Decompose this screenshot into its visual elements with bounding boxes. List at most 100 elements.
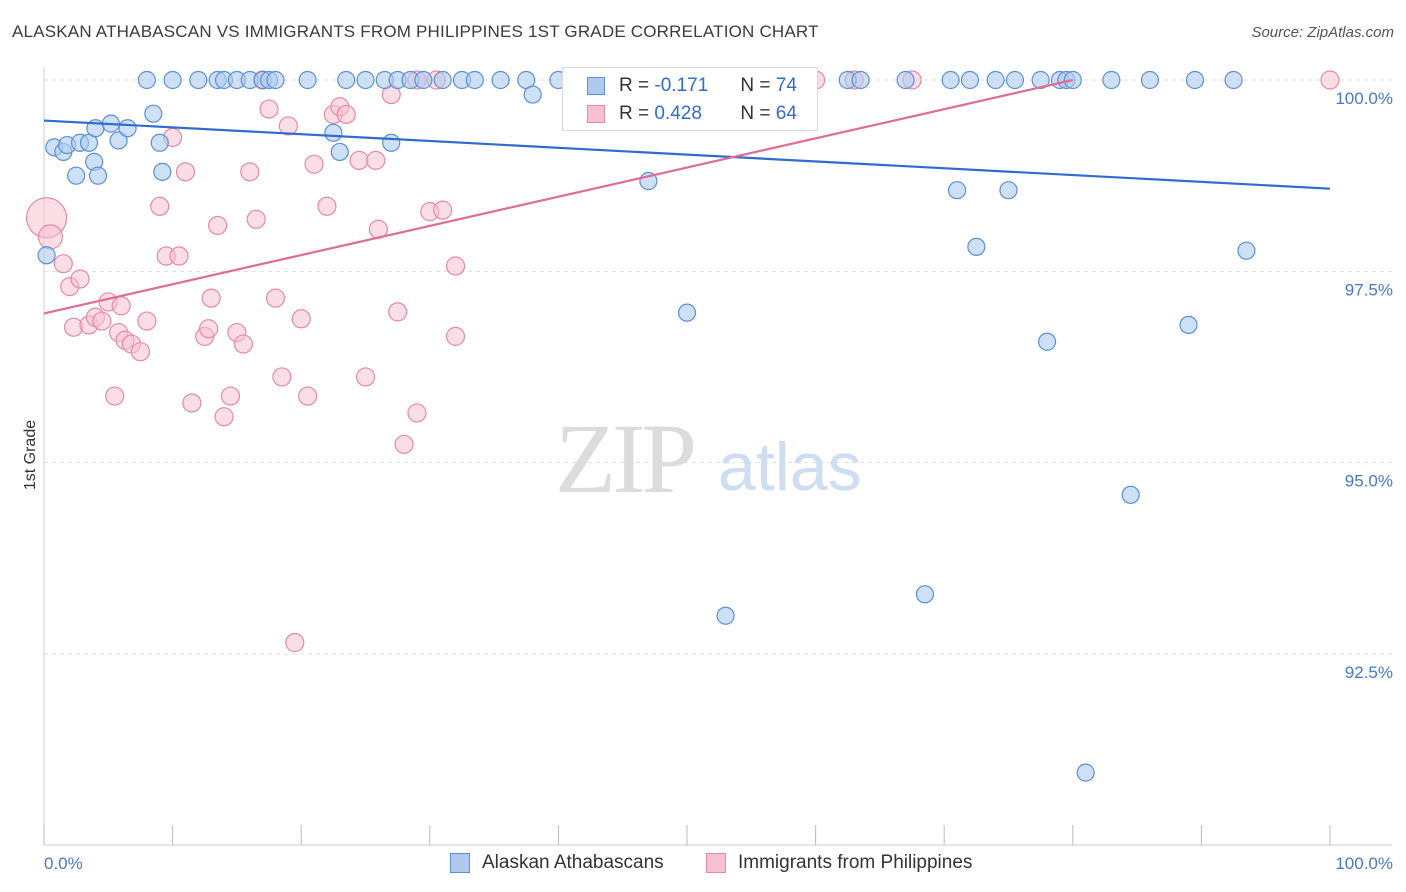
data-point-athabascan — [337, 70, 356, 90]
trend-line-athabascan — [43, 119, 1331, 190]
chart-title: ALASKAN ATHABASCAN VS IMMIGRANTS FROM PH… — [12, 22, 819, 41]
data-point-athabascan — [1031, 70, 1050, 90]
data-point-philippines — [291, 309, 311, 329]
data-point-athabascan — [324, 123, 343, 142]
data-point-philippines — [208, 215, 228, 236]
legend-n-label: N = — [740, 75, 771, 96]
data-point-athabascan — [144, 104, 163, 123]
data-point-athabascan — [491, 70, 510, 90]
data-point-philippines — [137, 311, 157, 331]
data-point-philippines — [394, 434, 414, 454]
data-point-athabascan — [1179, 315, 1198, 335]
data-point-athabascan — [915, 585, 935, 604]
data-point-athabascan — [465, 70, 484, 90]
data-point-athabascan — [1224, 70, 1243, 90]
data-point-philippines — [169, 246, 189, 266]
data-point-philippines — [111, 296, 131, 316]
data-point-athabascan — [1121, 485, 1140, 504]
data-point-philippines — [336, 104, 356, 125]
data-point-athabascan — [999, 181, 1018, 200]
watermark: ZIP atlas — [555, 403, 862, 514]
data-point-athabascan — [414, 70, 433, 90]
series-legend: Alaskan Athabascans Immigrants from Phil… — [0, 852, 1406, 878]
data-point-athabascan — [1102, 70, 1121, 90]
x-tick-label-max: 100.0% — [1335, 854, 1393, 873]
data-point-philippines — [1320, 70, 1340, 90]
data-point-athabascan — [137, 70, 156, 90]
data-point-athabascan — [677, 303, 697, 322]
data-point-philippines — [240, 162, 260, 182]
data-point-philippines — [366, 150, 386, 170]
data-point-philippines — [317, 196, 337, 216]
data-point-philippines — [445, 256, 466, 276]
data-point-philippines — [201, 288, 221, 308]
data-point-philippines — [175, 162, 196, 182]
trend-lines — [43, 78, 1331, 315]
data-point-athabascan — [1037, 332, 1057, 351]
legend-n-value: 74 — [775, 75, 797, 96]
data-point-philippines — [278, 116, 298, 136]
data-point-philippines — [220, 386, 241, 406]
data-point-athabascan — [1005, 70, 1025, 90]
data-point-philippines — [199, 319, 219, 339]
data-point-philippines — [37, 224, 64, 250]
watermark-zip: ZIP — [555, 403, 693, 514]
data-point-athabascan — [896, 70, 915, 90]
data-point-athabascan — [330, 142, 349, 162]
data-point-philippines — [285, 632, 305, 653]
stats-legend: R = -0.171 N = 74 R = 0.428 N = 64 — [562, 67, 818, 131]
legend-item-athabascans[interactable]: Alaskan Athabascans — [450, 852, 664, 874]
data-point-philippines — [388, 302, 408, 322]
data-point-philippines — [298, 386, 318, 406]
data-point-athabascan — [382, 133, 401, 152]
data-point-philippines — [304, 154, 324, 174]
data-point-philippines — [349, 150, 369, 170]
watermark-atlas: atlas — [718, 429, 862, 505]
legend-swatch-blue — [587, 77, 605, 95]
legend-row-athabascan: R = -0.171 N = 74 — [587, 73, 797, 99]
data-point-athabascan — [1185, 70, 1205, 90]
data-point-philippines — [130, 342, 151, 362]
data-point-athabascan — [433, 70, 452, 90]
y-tick-label: 95.0% — [1345, 472, 1393, 491]
legend-swatch-blue — [450, 853, 470, 873]
data-point-athabascan — [88, 166, 108, 185]
data-point-philippines — [445, 326, 466, 346]
legend-label-athabascans: Alaskan Athabascans — [482, 852, 664, 873]
data-point-athabascan — [67, 166, 86, 185]
legend-item-philippines[interactable]: Immigrants from Philippines — [706, 852, 972, 874]
data-point-athabascan — [1140, 70, 1160, 90]
data-point-philippines — [182, 393, 202, 413]
legend-n-label: N = — [740, 103, 771, 124]
data-point-philippines — [265, 288, 286, 308]
data-point-athabascan — [163, 70, 182, 90]
y-tick-label: 92.5% — [1345, 663, 1393, 682]
axes — [43, 68, 1392, 846]
data-point-philippines — [246, 209, 266, 229]
data-point-athabascan — [298, 70, 317, 90]
data-point-athabascan — [960, 70, 980, 90]
tick-labels: 100.0% 97.5% 95.0% 92.5% 0.0% 100.0% — [44, 89, 1393, 873]
data-point-athabascan — [109, 131, 128, 150]
legend-swatch-pink — [706, 853, 726, 873]
data-point-athabascan — [37, 246, 56, 265]
legend-r-value: 0.428 — [654, 103, 702, 124]
data-point-athabascan — [1076, 763, 1095, 782]
data-point-athabascan — [1237, 241, 1256, 260]
legend-n-value: 64 — [775, 103, 797, 124]
data-point-philippines — [70, 269, 90, 289]
data-point-athabascan — [941, 70, 960, 90]
data-point-athabascan — [150, 133, 169, 152]
data-point-philippines — [214, 407, 234, 427]
data-point-philippines — [53, 254, 73, 274]
data-point-athabascan — [967, 237, 986, 256]
series-philippines-points — [25, 70, 1340, 653]
y-tick-label: 100.0% — [1335, 89, 1393, 108]
legend-r-value: -0.171 — [654, 75, 709, 96]
data-point-philippines — [355, 367, 376, 387]
legend-row-philippines: R = 0.428 N = 64 — [587, 101, 797, 127]
legend-r-label: R = — [619, 103, 650, 124]
data-point-athabascan — [947, 181, 967, 200]
source-label: Source: ZipAtlas.com — [1251, 24, 1394, 41]
